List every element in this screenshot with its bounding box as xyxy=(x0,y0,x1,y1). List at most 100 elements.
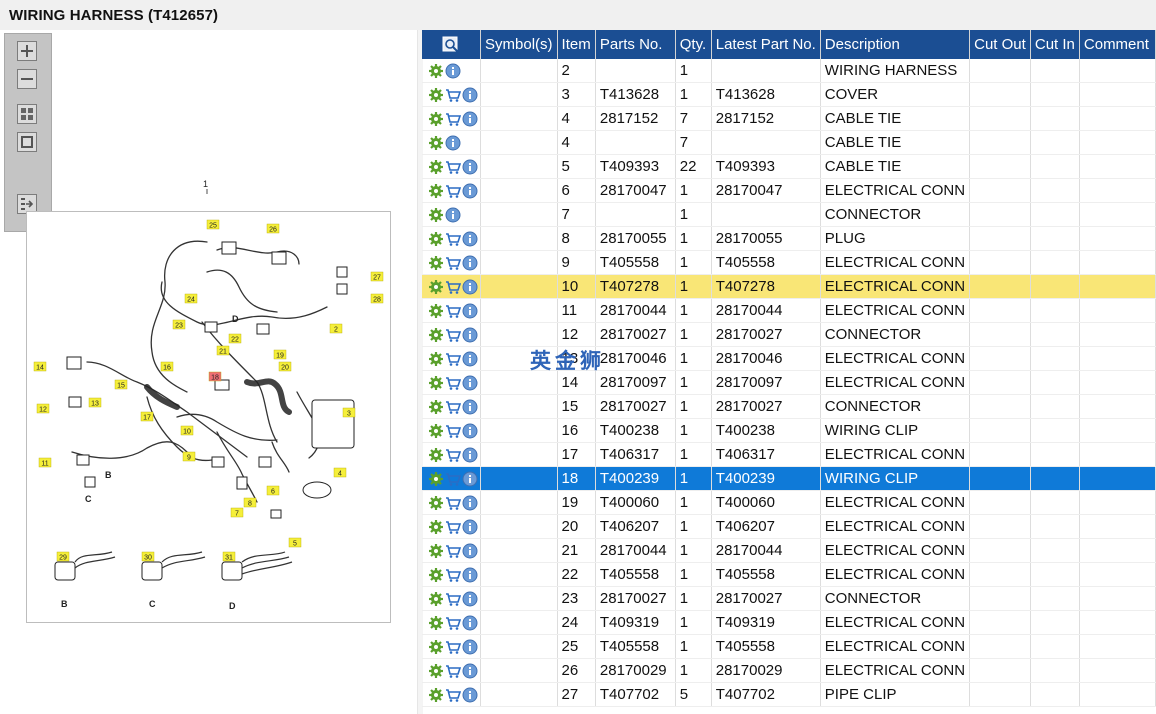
cart-icon[interactable] xyxy=(445,327,461,343)
cart-icon[interactable] xyxy=(445,663,461,679)
callout-2[interactable]: 2 xyxy=(329,323,343,334)
column-header-parts-no[interactable]: Parts No. xyxy=(595,30,676,59)
info-icon[interactable] xyxy=(462,351,478,367)
callout-27[interactable]: 27 xyxy=(370,271,384,282)
info-icon[interactable] xyxy=(462,447,478,463)
settings-gear-icon[interactable] xyxy=(428,327,444,343)
settings-gear-icon[interactable] xyxy=(428,231,444,247)
settings-gear-icon[interactable] xyxy=(428,447,444,463)
settings-gear-icon[interactable] xyxy=(428,111,444,127)
table-row[interactable]: 23 28170027 1 28170027 CONNECTOR xyxy=(422,586,1156,611)
cart-icon[interactable] xyxy=(445,279,461,295)
info-icon[interactable] xyxy=(462,399,478,415)
table-row[interactable]: 9 T405558 1 T405558 ELECTRICAL CONN xyxy=(422,250,1156,275)
info-icon[interactable] xyxy=(462,567,478,583)
callout-18[interactable]: 18 xyxy=(208,371,222,382)
table-row[interactable]: 13 28170046 1 28170046 ELECTRICAL CONN xyxy=(422,346,1156,371)
settings-gear-icon[interactable] xyxy=(428,495,444,511)
table-row[interactable]: 4 7 CABLE TIE xyxy=(422,130,1156,155)
table-row[interactable]: 16 T400238 1 T400238 WIRING CLIP xyxy=(422,418,1156,443)
settings-gear-icon[interactable] xyxy=(428,663,444,679)
cart-icon[interactable] xyxy=(445,351,461,367)
column-header-cut-out[interactable]: Cut Out xyxy=(969,30,1031,59)
table-row[interactable]: 4 2817152 7 2817152 CABLE TIE xyxy=(422,106,1156,131)
callout-23[interactable]: 23 xyxy=(172,319,186,330)
table-row[interactable]: 18 T400239 1 T400239 WIRING CLIP xyxy=(422,466,1156,491)
table-row[interactable]: 11 28170044 1 28170044 ELECTRICAL CONN xyxy=(422,298,1156,323)
callout-14[interactable]: 14 xyxy=(33,361,47,372)
settings-gear-icon[interactable] xyxy=(428,471,444,487)
callout-22[interactable]: 22 xyxy=(228,333,242,344)
info-icon[interactable] xyxy=(462,423,478,439)
callout-10[interactable]: 10 xyxy=(180,425,194,436)
info-icon[interactable] xyxy=(462,687,478,703)
cart-icon[interactable] xyxy=(445,519,461,535)
callout-26[interactable]: 26 xyxy=(266,223,280,234)
table-row[interactable]: 20 T406207 1 T406207 ELECTRICAL CONN xyxy=(422,514,1156,539)
table-row[interactable]: 25 T405558 1 T405558 ELECTRICAL CONN xyxy=(422,634,1156,659)
callout-13[interactable]: 13 xyxy=(88,397,102,408)
info-icon[interactable] xyxy=(462,327,478,343)
cart-icon[interactable] xyxy=(445,639,461,655)
info-icon[interactable] xyxy=(445,63,461,79)
callout-25[interactable]: 25 xyxy=(206,219,220,230)
column-header-description[interactable]: Description xyxy=(820,30,971,59)
callout-12[interactable]: 12 xyxy=(36,403,50,414)
info-icon[interactable] xyxy=(445,135,461,151)
cart-icon[interactable] xyxy=(445,399,461,415)
settings-gear-icon[interactable] xyxy=(428,567,444,583)
info-icon[interactable] xyxy=(462,87,478,103)
info-icon[interactable] xyxy=(462,471,478,487)
cart-icon[interactable] xyxy=(445,687,461,703)
cart-icon[interactable] xyxy=(445,447,461,463)
settings-gear-icon[interactable] xyxy=(428,519,444,535)
table-row[interactable]: 15 28170027 1 28170027 CONNECTOR xyxy=(422,394,1156,419)
settings-gear-icon[interactable] xyxy=(428,63,444,79)
table-row[interactable]: 8 28170055 1 28170055 PLUG xyxy=(422,226,1156,251)
settings-gear-icon[interactable] xyxy=(428,183,444,199)
zoom-out-button[interactable] xyxy=(17,69,37,89)
callout-30[interactable]: 30 xyxy=(141,551,155,562)
info-icon[interactable] xyxy=(462,375,478,391)
table-row[interactable]: 7 1 CONNECTOR xyxy=(422,202,1156,227)
callout-9[interactable]: 9 xyxy=(182,451,196,462)
cart-icon[interactable] xyxy=(445,255,461,271)
callout-7[interactable]: 7 xyxy=(230,507,244,518)
settings-gear-icon[interactable] xyxy=(428,279,444,295)
info-icon[interactable] xyxy=(462,495,478,511)
table-row[interactable]: 24 T409319 1 T409319 ELECTRICAL CONN xyxy=(422,610,1156,635)
cart-icon[interactable] xyxy=(445,303,461,319)
info-icon[interactable] xyxy=(462,183,478,199)
info-icon[interactable] xyxy=(462,639,478,655)
search-icon[interactable] xyxy=(442,36,460,54)
cart-icon[interactable] xyxy=(445,543,461,559)
table-row[interactable]: 19 T400060 1 T400060 ELECTRICAL CONN xyxy=(422,490,1156,515)
cart-icon[interactable] xyxy=(445,111,461,127)
table-row[interactable]: 14 28170097 1 28170097 ELECTRICAL CONN xyxy=(422,370,1156,395)
column-header-latest-part-no[interactable]: Latest Part No. xyxy=(711,30,821,59)
callout-21[interactable]: 21 xyxy=(216,345,230,356)
pane-splitter[interactable] xyxy=(417,30,423,714)
callout-17[interactable]: 17 xyxy=(140,411,154,422)
callout-24[interactable]: 24 xyxy=(184,293,198,304)
cart-icon[interactable] xyxy=(445,231,461,247)
settings-gear-icon[interactable] xyxy=(428,687,444,703)
info-icon[interactable] xyxy=(462,519,478,535)
table-row[interactable]: 5 T409393 22 T409393 CABLE TIE xyxy=(422,154,1156,179)
settings-gear-icon[interactable] xyxy=(428,543,444,559)
column-header-cut-in[interactable]: Cut In xyxy=(1030,30,1080,59)
settings-gear-icon[interactable] xyxy=(428,159,444,175)
search-column-header[interactable] xyxy=(422,30,482,59)
callout-6[interactable]: 6 xyxy=(266,485,280,496)
zoom-in-button[interactable] xyxy=(17,41,37,61)
cart-icon[interactable] xyxy=(445,495,461,511)
table-row[interactable]: 22 T405558 1 T405558 ELECTRICAL CONN xyxy=(422,562,1156,587)
settings-gear-icon[interactable] xyxy=(428,591,444,607)
callout-28[interactable]: 28 xyxy=(370,293,384,304)
info-icon[interactable] xyxy=(462,615,478,631)
table-row[interactable]: 12 28170027 1 28170027 CONNECTOR xyxy=(422,322,1156,347)
table-row[interactable]: 10 T407278 1 T407278 ELECTRICAL CONN xyxy=(422,274,1156,299)
cart-icon[interactable] xyxy=(445,183,461,199)
settings-gear-icon[interactable] xyxy=(428,135,444,151)
settings-gear-icon[interactable] xyxy=(428,303,444,319)
